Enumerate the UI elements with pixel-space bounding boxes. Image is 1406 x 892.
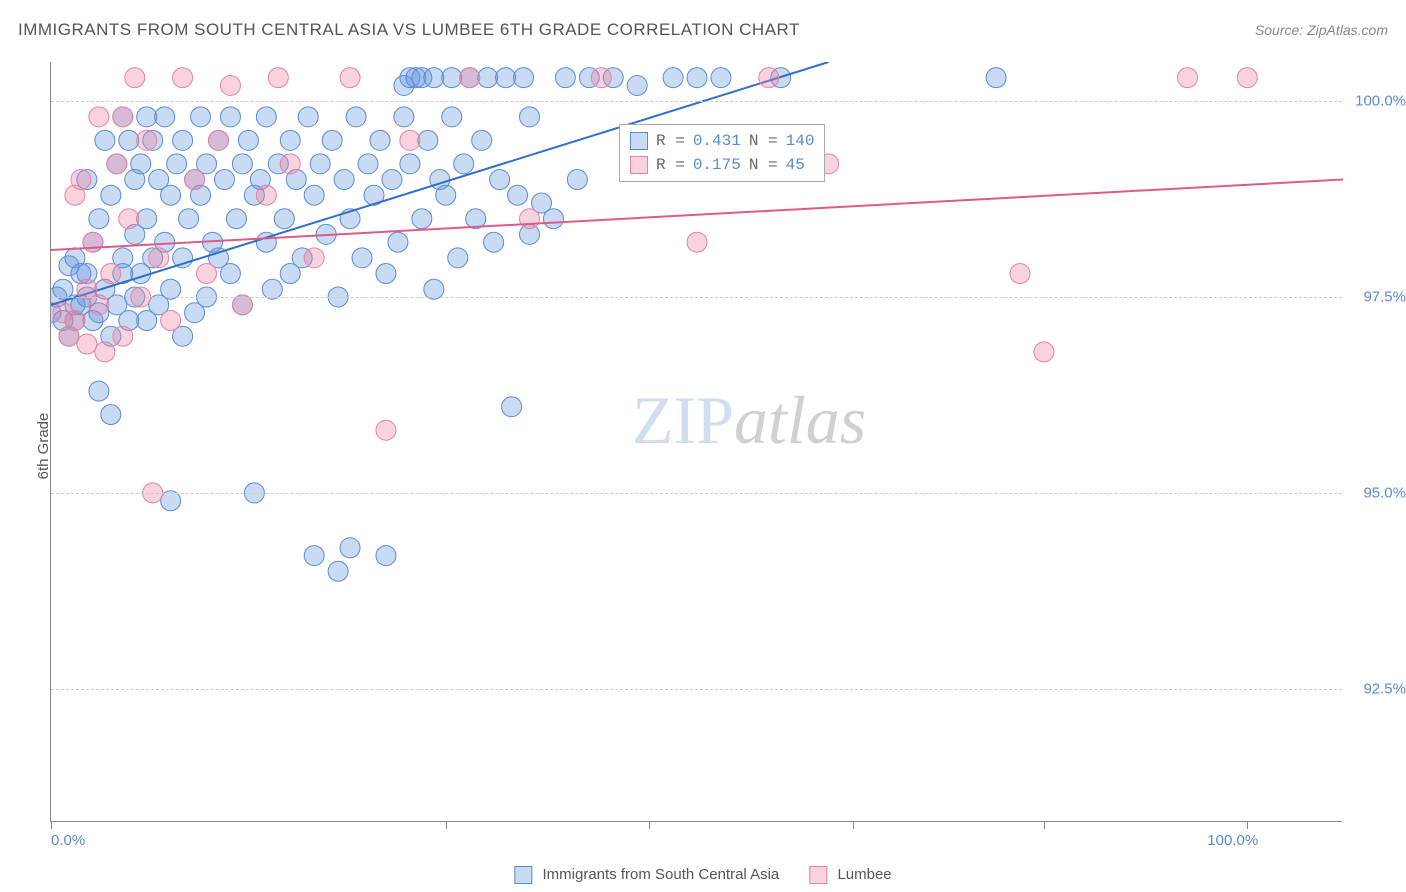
y-tick-label: 97.5% bbox=[1363, 289, 1406, 306]
legend-label-1: Immigrants from South Central Asia bbox=[543, 866, 780, 883]
legend-label-2: Lumbee bbox=[837, 866, 891, 883]
n-label: N = bbox=[749, 153, 778, 177]
r-label: R = bbox=[656, 129, 685, 153]
n-label: N = bbox=[749, 129, 778, 153]
legend-row-2: R = 0.175 N = 45 bbox=[630, 153, 814, 177]
source-attribution: Source: ZipAtlas.com bbox=[1255, 22, 1388, 38]
r-label: R = bbox=[656, 153, 685, 177]
swatch-icon bbox=[514, 866, 532, 884]
plot-area: ZIPatlas R = 0.431 N = 140 R = 0.175 N =… bbox=[50, 62, 1342, 822]
legend-row-1: R = 0.431 N = 140 bbox=[630, 129, 814, 153]
y-tick-label: 92.5% bbox=[1363, 680, 1406, 697]
n-value-1: 140 bbox=[786, 129, 815, 153]
legend-item-2: Lumbee bbox=[809, 866, 891, 884]
r-value-2: 0.175 bbox=[693, 153, 741, 177]
r-value-1: 0.431 bbox=[693, 129, 741, 153]
y-tick-label: 95.0% bbox=[1363, 484, 1406, 501]
legend-item-1: Immigrants from South Central Asia bbox=[514, 866, 779, 884]
swatch-icon bbox=[809, 866, 827, 884]
legend-swatch-blue bbox=[630, 132, 648, 150]
correlation-legend: R = 0.431 N = 140 R = 0.175 N = 45 bbox=[619, 124, 825, 182]
legend-swatch-pink bbox=[630, 156, 648, 174]
x-tick-label: 0.0% bbox=[51, 832, 85, 849]
y-tick-label: 100.0% bbox=[1355, 93, 1406, 110]
n-value-2: 45 bbox=[786, 153, 805, 177]
chart-title: IMMIGRANTS FROM SOUTH CENTRAL ASIA VS LU… bbox=[18, 20, 800, 40]
x-tick-label: 100.0% bbox=[1207, 832, 1258, 849]
legend-bottom: Immigrants from South Central Asia Lumbe… bbox=[514, 866, 891, 884]
